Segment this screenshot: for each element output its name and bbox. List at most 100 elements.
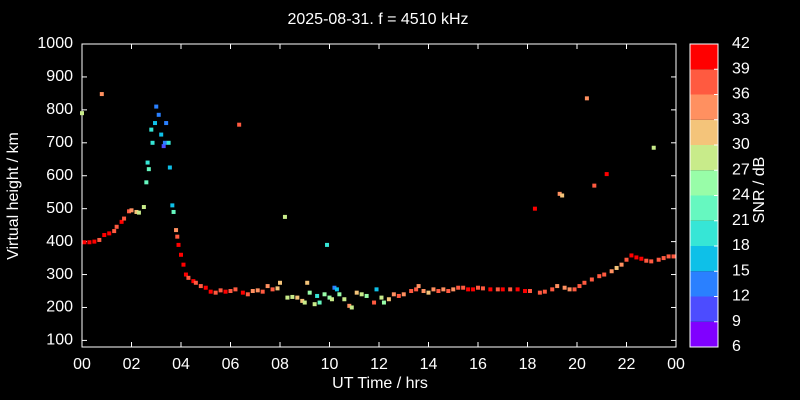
data-point bbox=[572, 287, 577, 292]
data-point bbox=[589, 277, 594, 282]
data-point bbox=[161, 144, 166, 149]
data-point bbox=[329, 297, 334, 302]
data-point bbox=[305, 280, 310, 285]
colorbar-tick-label: 12 bbox=[732, 288, 750, 305]
y-tick-label: 500 bbox=[46, 200, 73, 217]
data-point bbox=[471, 287, 476, 292]
data-point bbox=[592, 183, 597, 188]
x-tick-label: 00 bbox=[667, 356, 685, 373]
data-point bbox=[99, 92, 104, 97]
x-tick-label: 08 bbox=[271, 356, 289, 373]
data-point bbox=[386, 297, 391, 302]
data-point bbox=[203, 285, 208, 290]
data-point bbox=[179, 252, 183, 257]
y-tick-label: 100 bbox=[46, 332, 73, 349]
data-point bbox=[154, 104, 159, 109]
data-point bbox=[119, 219, 124, 224]
data-point bbox=[542, 289, 547, 294]
colorbar-label: SNR / dB bbox=[751, 157, 768, 224]
x-tick-label: 20 bbox=[568, 356, 586, 373]
data-point bbox=[577, 284, 582, 289]
data-point bbox=[461, 285, 466, 290]
data-point bbox=[129, 208, 134, 213]
data-point bbox=[136, 210, 141, 215]
data-point bbox=[550, 287, 555, 292]
data-point bbox=[260, 289, 265, 294]
colorbar-segment bbox=[690, 94, 718, 120]
data-point bbox=[166, 140, 171, 145]
colorbar-segment bbox=[690, 145, 718, 171]
data-point bbox=[228, 289, 233, 294]
data-point bbox=[87, 240, 92, 245]
data-point bbox=[250, 289, 255, 294]
x-tick-label: 12 bbox=[370, 356, 388, 373]
data-point bbox=[349, 305, 354, 310]
data-point bbox=[527, 289, 532, 294]
colorbar-segment bbox=[690, 195, 718, 221]
data-point bbox=[171, 209, 176, 214]
x-tick-label: 02 bbox=[123, 356, 141, 373]
data-point bbox=[122, 216, 127, 221]
data-point bbox=[300, 298, 305, 303]
x-tick-label: 06 bbox=[222, 356, 240, 373]
data-point bbox=[134, 209, 139, 214]
data-point bbox=[107, 231, 112, 236]
x-tick-label: 16 bbox=[469, 356, 487, 373]
data-point bbox=[666, 254, 671, 259]
data-point bbox=[145, 160, 150, 165]
colorbar-segment bbox=[690, 170, 718, 196]
data-point bbox=[436, 289, 441, 294]
data-point bbox=[555, 284, 560, 289]
data-point bbox=[451, 287, 456, 292]
data-point bbox=[639, 256, 644, 261]
data-point bbox=[153, 121, 158, 126]
y-tick-label: 300 bbox=[46, 266, 73, 283]
data-point bbox=[651, 145, 656, 150]
data-point bbox=[562, 285, 567, 290]
x-tick-label: 14 bbox=[420, 356, 438, 373]
data-point bbox=[614, 265, 619, 270]
data-point bbox=[92, 239, 97, 244]
colorbar-tick-label: 18 bbox=[732, 237, 750, 254]
colorbar-segment bbox=[690, 296, 718, 322]
data-point bbox=[175, 234, 180, 239]
colorbar-tick-label: 24 bbox=[732, 187, 750, 204]
data-point bbox=[582, 280, 587, 285]
colorbar-segment bbox=[690, 44, 718, 70]
y-tick-label: 400 bbox=[46, 233, 73, 250]
data-point bbox=[584, 96, 589, 101]
data-point bbox=[317, 300, 322, 305]
data-point bbox=[342, 297, 347, 302]
data-point bbox=[396, 293, 401, 298]
data-point bbox=[604, 172, 609, 177]
chart-title: 2025-08-31. f = 4510 kHz bbox=[287, 11, 468, 28]
data-point bbox=[515, 287, 520, 292]
data-point bbox=[629, 253, 634, 258]
data-point bbox=[295, 295, 300, 300]
data-point bbox=[149, 127, 154, 132]
data-point bbox=[671, 254, 676, 259]
x-tick-label: 22 bbox=[618, 356, 636, 373]
data-point bbox=[500, 287, 505, 292]
data-point bbox=[480, 286, 485, 291]
data-point bbox=[409, 289, 414, 294]
data-point bbox=[167, 165, 172, 170]
data-point bbox=[270, 287, 275, 292]
data-point bbox=[364, 293, 369, 298]
data-point bbox=[275, 286, 280, 291]
colorbar-tick-label: 42 bbox=[732, 35, 750, 52]
data-point bbox=[441, 287, 446, 292]
data-point bbox=[102, 233, 107, 238]
data-point bbox=[159, 132, 164, 137]
data-point bbox=[82, 240, 87, 245]
x-tick-label: 00 bbox=[73, 356, 91, 373]
colorbar-tick-label: 15 bbox=[732, 262, 750, 279]
data-point bbox=[285, 295, 290, 300]
data-point bbox=[114, 224, 119, 229]
y-tick-label: 700 bbox=[46, 134, 73, 151]
data-point bbox=[401, 292, 406, 297]
colorbar-segment bbox=[690, 220, 718, 246]
data-point bbox=[97, 237, 102, 242]
colorbar-segment bbox=[690, 321, 718, 347]
